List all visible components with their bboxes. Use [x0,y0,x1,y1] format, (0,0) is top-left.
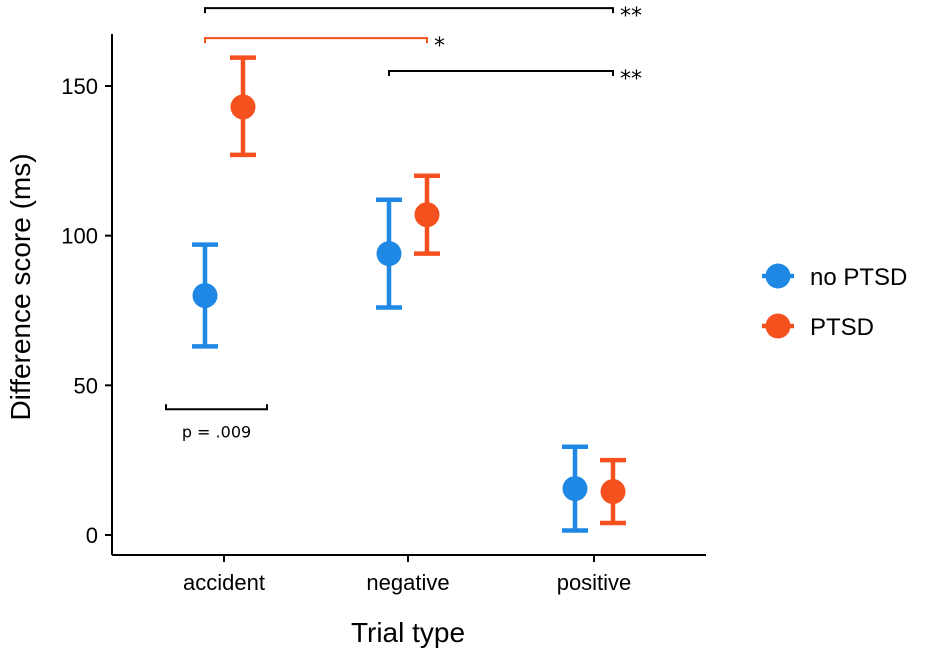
group-comparison-bracket [165,404,268,411]
data-point [562,476,588,502]
x-tick-label-accident: accident [183,570,265,595]
data-point [376,241,402,267]
y-tick-label: 150 [61,74,98,99]
legend-label: no PTSD [810,264,907,291]
significance-bracket-negative-positive: ** [388,67,642,92]
x-tick-label-negative: negative [366,570,449,595]
legend-item-ptsd: PTSD [762,313,874,341]
legend-key-point [765,263,791,289]
significance-bracket-line [204,7,614,14]
x-tick-label-positive: positive [557,570,632,595]
significance-bracket-line [204,37,428,44]
y-tick-label: 100 [61,224,98,249]
significance-label: ** [620,4,642,29]
p-value-label: p = .009 [182,422,251,441]
legend: no PTSD PTSD [762,263,907,341]
significance-bracket-line [388,70,614,77]
y-tick-label: 50 [74,373,98,398]
significance-label: * [434,34,445,59]
series-layer [192,55,626,533]
annotation-layer: *****p = .009 [165,4,642,441]
data-point [600,479,626,505]
significance-label: ** [620,67,642,92]
legend-key-point [765,313,791,339]
data-point [192,283,218,309]
data-point [230,94,256,120]
series-no-ptsd [192,197,588,533]
data-point [414,202,440,228]
significance-bracket-ptsd-accident-negative: * [204,34,445,59]
legend-label: PTSD [810,314,874,341]
group-comparison: p = .009 [165,404,268,441]
x-axis-title: Trial type [351,617,465,648]
series-ptsd [230,55,626,526]
x-axis-ticks: accident negative positive [183,555,631,595]
y-tick-label: 0 [86,523,98,548]
significance-bracket-accident-positive: ** [204,4,642,29]
legend-item-no-ptsd: no PTSD [762,263,907,291]
y-axis-title: Difference score (ms) [5,153,36,420]
y-axis-ticks: 0 50 100 150 [61,74,112,548]
